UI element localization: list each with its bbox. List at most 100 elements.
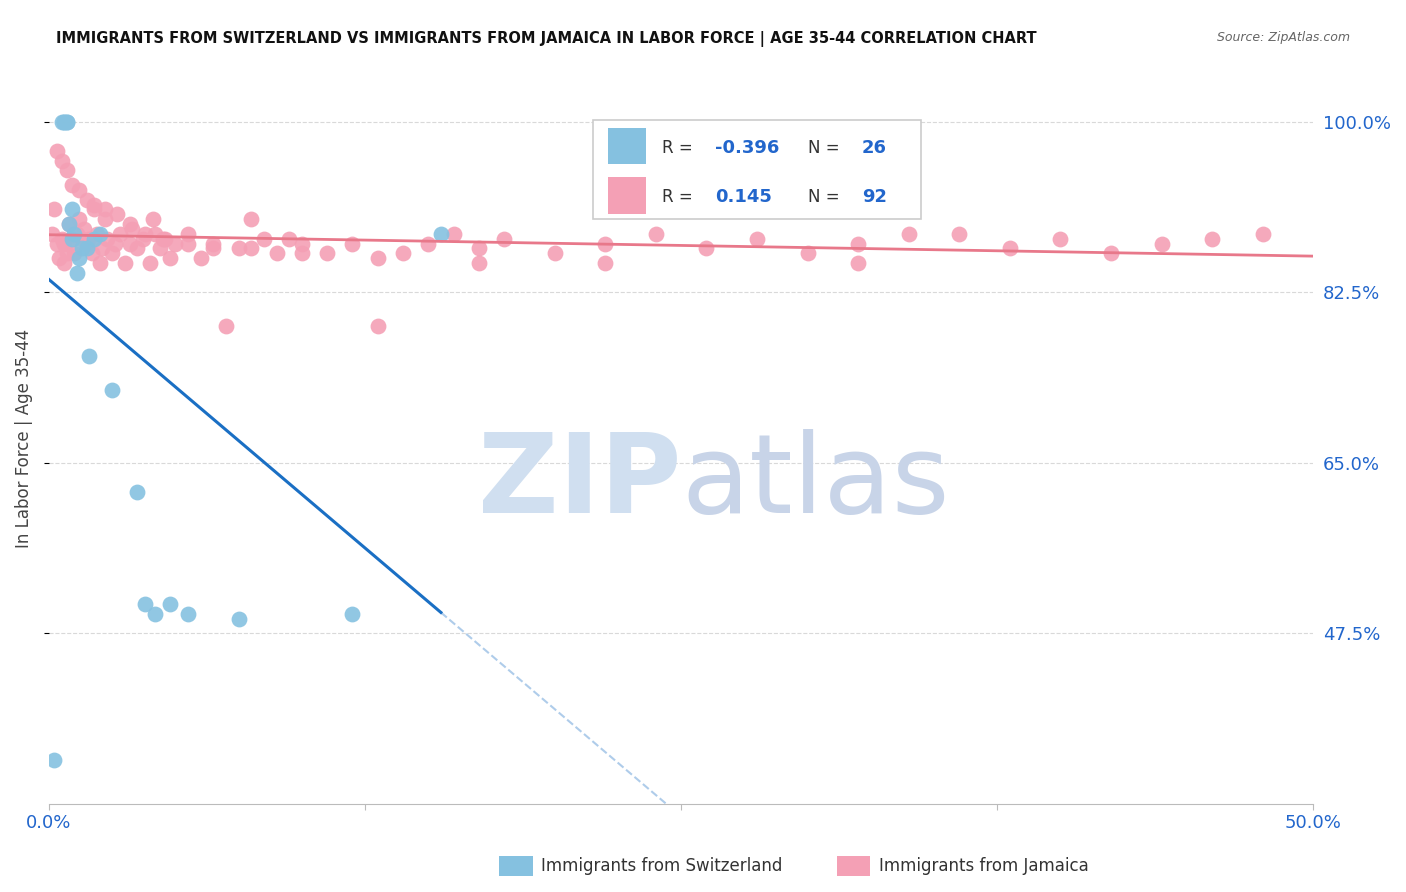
Point: [51, 114, 73, 128]
Point: [593, 256, 616, 270]
Point: [316, 246, 339, 260]
Point: [177, 236, 200, 251]
Point: [67, 251, 90, 265]
Point: [96, 232, 118, 246]
Point: [1049, 232, 1071, 246]
Point: [51, 232, 73, 246]
Text: Source: ZipAtlas.com: Source: ZipAtlas.com: [1216, 31, 1350, 45]
Point: [79, 349, 101, 363]
Point: [76, 241, 98, 255]
Point: [114, 256, 136, 270]
Point: [998, 241, 1021, 255]
Point: [202, 241, 225, 255]
Point: [51, 153, 73, 168]
Point: [42, 202, 65, 217]
Point: [143, 227, 166, 241]
Point: [63, 246, 86, 260]
Point: [45, 144, 67, 158]
Point: [101, 383, 124, 397]
Point: [593, 236, 616, 251]
Point: [70, 241, 93, 255]
Point: [443, 227, 465, 241]
Point: [228, 241, 250, 255]
Point: [86, 227, 108, 241]
Point: [139, 256, 162, 270]
Text: R =: R =: [662, 188, 703, 206]
Point: [42, 753, 65, 767]
Point: [846, 236, 869, 251]
Point: [152, 232, 174, 246]
Point: [58, 217, 80, 231]
Point: [240, 212, 263, 227]
Point: [118, 236, 141, 251]
Point: [55, 114, 77, 128]
Text: 0.145: 0.145: [716, 188, 772, 206]
Point: [1099, 246, 1122, 260]
Y-axis label: In Labor Force | Age 35-44: In Labor Force | Age 35-44: [15, 329, 32, 548]
Point: [60, 202, 83, 217]
Point: [202, 236, 225, 251]
Point: [695, 241, 717, 255]
Point: [83, 197, 105, 211]
Point: [108, 227, 131, 241]
Point: [418, 236, 440, 251]
Point: [89, 256, 111, 270]
Point: [131, 232, 153, 246]
Text: N =: N =: [807, 188, 845, 206]
Point: [177, 607, 200, 621]
Point: [142, 212, 165, 227]
Point: [73, 222, 96, 236]
Point: [67, 183, 90, 197]
Point: [55, 246, 77, 260]
Text: atlas: atlas: [681, 429, 949, 536]
Point: [948, 227, 970, 241]
Point: [796, 246, 818, 260]
Point: [93, 212, 115, 227]
FancyBboxPatch shape: [607, 128, 645, 164]
Point: [66, 227, 89, 241]
Point: [80, 246, 103, 260]
FancyBboxPatch shape: [592, 120, 921, 219]
Point: [89, 227, 111, 241]
Point: [392, 246, 415, 260]
Text: 26: 26: [862, 139, 887, 157]
Text: Immigrants from Jamaica: Immigrants from Jamaica: [879, 857, 1088, 875]
Point: [76, 193, 98, 207]
Point: [494, 232, 516, 246]
Point: [55, 114, 77, 128]
Text: -0.396: -0.396: [716, 139, 780, 157]
Point: [121, 222, 143, 236]
Point: [644, 227, 666, 241]
Point: [55, 163, 77, 178]
Point: [846, 256, 869, 270]
Point: [45, 236, 67, 251]
Point: [291, 236, 314, 251]
Point: [430, 227, 453, 241]
Point: [76, 236, 98, 251]
Point: [215, 319, 238, 334]
Point: [67, 212, 90, 227]
Point: [342, 607, 364, 621]
Point: [1201, 232, 1223, 246]
Point: [48, 251, 70, 265]
Text: IMMIGRANTS FROM SWITZERLAND VS IMMIGRANTS FROM JAMAICA IN LABOR FORCE | AGE 35-4: IMMIGRANTS FROM SWITZERLAND VS IMMIGRANT…: [56, 31, 1036, 47]
Point: [60, 232, 83, 246]
Point: [240, 241, 263, 255]
Point: [66, 266, 89, 280]
Point: [367, 251, 389, 265]
Text: Immigrants from Switzerland: Immigrants from Switzerland: [541, 857, 783, 875]
Point: [101, 246, 124, 260]
Point: [60, 232, 83, 246]
Point: [367, 319, 389, 334]
Point: [149, 241, 172, 255]
Point: [41, 227, 63, 241]
Point: [79, 232, 101, 246]
Point: [291, 246, 314, 260]
Point: [53, 114, 76, 128]
Point: [60, 178, 83, 192]
Point: [165, 236, 187, 251]
Point: [897, 227, 920, 241]
Point: [155, 232, 177, 246]
FancyBboxPatch shape: [607, 177, 645, 213]
Point: [58, 217, 80, 231]
